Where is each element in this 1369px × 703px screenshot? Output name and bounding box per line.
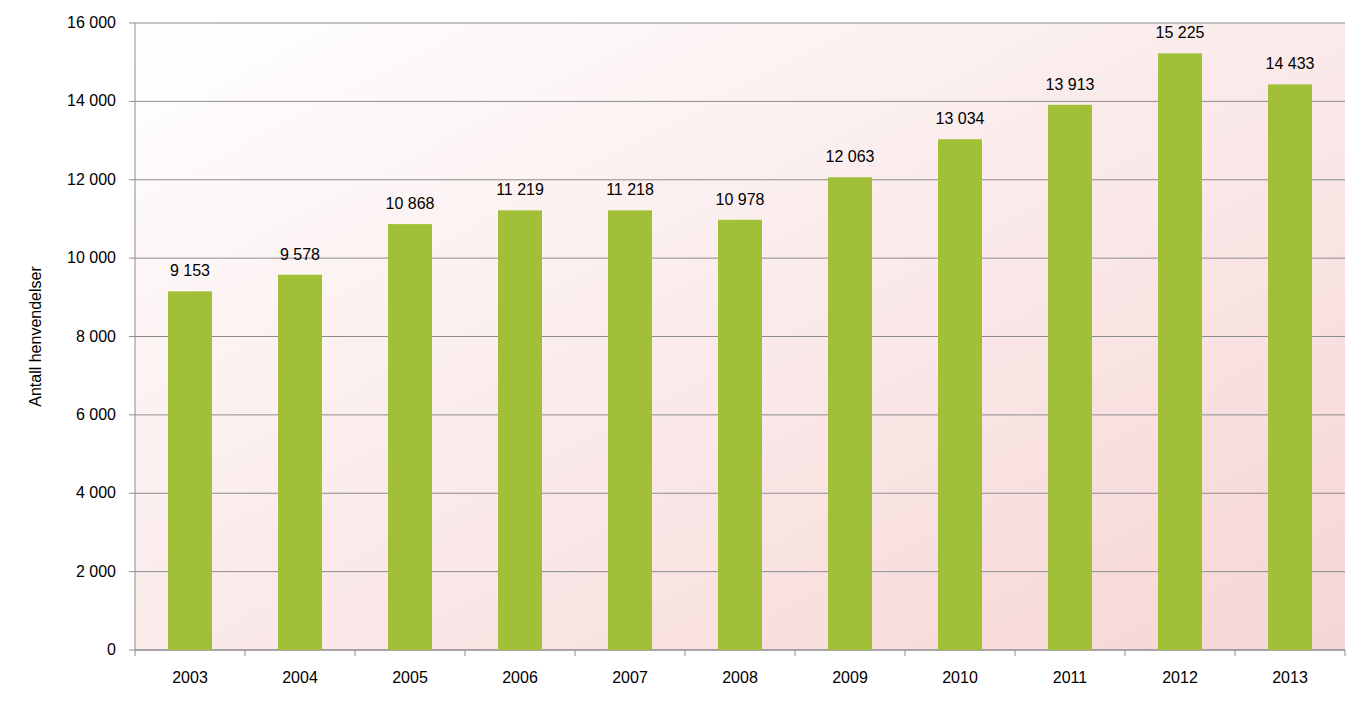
y-tick bbox=[129, 414, 135, 415]
y-tick-label: 16 000 bbox=[67, 14, 116, 31]
data-label: 15 225 bbox=[1156, 24, 1205, 41]
y-tick-label: 14 000 bbox=[67, 92, 116, 109]
bar bbox=[1268, 84, 1312, 650]
data-label: 9 153 bbox=[170, 262, 210, 279]
y-tick-label: 0 bbox=[107, 641, 116, 658]
data-label: 10 868 bbox=[386, 195, 435, 212]
bar bbox=[828, 177, 872, 650]
x-tick bbox=[575, 650, 576, 656]
x-tick-label: 2005 bbox=[392, 669, 428, 686]
y-axis bbox=[135, 23, 136, 650]
x-tick bbox=[465, 650, 466, 656]
x-tick bbox=[905, 650, 906, 656]
x-tick-label: 2003 bbox=[172, 669, 208, 686]
bar bbox=[388, 224, 432, 650]
y-tick-label: 4 000 bbox=[76, 484, 116, 501]
data-label: 14 433 bbox=[1266, 55, 1315, 72]
x-tick bbox=[1345, 650, 1346, 656]
y-tick bbox=[129, 101, 135, 102]
y-tick bbox=[129, 23, 135, 24]
data-label: 11 219 bbox=[496, 181, 544, 198]
x-tick bbox=[795, 650, 796, 656]
y-tick-label: 10 000 bbox=[67, 249, 116, 266]
bar bbox=[1158, 53, 1202, 650]
y-tick bbox=[129, 336, 135, 337]
chart-container: 0 2 000 4 000 6 000 8 000 10 000 12 000 14 000 1… bbox=[0, 0, 1369, 703]
y-tick bbox=[129, 650, 135, 651]
bar bbox=[938, 139, 982, 650]
x-tick bbox=[685, 650, 686, 656]
x-tick bbox=[135, 650, 136, 656]
y-tick bbox=[129, 493, 135, 494]
x-tick-label: 2013 bbox=[1272, 669, 1308, 686]
data-label: 13 913 bbox=[1046, 76, 1095, 93]
x-tick-label: 2011 bbox=[1053, 669, 1088, 686]
grid-line bbox=[135, 23, 1345, 24]
bar bbox=[498, 210, 542, 650]
y-tick bbox=[129, 571, 135, 572]
x-tick-label: 2006 bbox=[502, 669, 538, 686]
x-tick bbox=[355, 650, 356, 656]
y-tick bbox=[129, 179, 135, 180]
data-label: 12 063 bbox=[826, 148, 875, 165]
y-tick-label: 8 000 bbox=[76, 328, 116, 345]
y-tick-label: 6 000 bbox=[76, 406, 116, 423]
y-tick-label: 2 000 bbox=[76, 563, 116, 580]
x-tick bbox=[1125, 650, 1126, 656]
plot-background bbox=[135, 23, 1345, 650]
data-label: 9 578 bbox=[280, 246, 320, 263]
y-tick bbox=[129, 258, 135, 259]
x-tick-label: 2012 bbox=[1162, 669, 1198, 686]
x-tick-label: 2009 bbox=[832, 669, 868, 686]
bars bbox=[168, 53, 1312, 650]
bar bbox=[1048, 105, 1092, 650]
data-label: 13 034 bbox=[936, 110, 985, 127]
data-label: 11 218 bbox=[606, 181, 654, 198]
bar bbox=[278, 275, 322, 650]
x-tick-label: 2007 bbox=[612, 669, 648, 686]
x-tick-label: 2004 bbox=[282, 669, 318, 686]
y-tick-label: 12 000 bbox=[67, 171, 116, 188]
x-tick-label: 2010 bbox=[942, 669, 978, 686]
chart-svg: 0 2 000 4 000 6 000 8 000 10 000 12 000 14 000 1… bbox=[0, 0, 1369, 703]
bar bbox=[608, 210, 652, 650]
y-axis-title: Antall henvendelser bbox=[27, 266, 44, 407]
x-tick bbox=[245, 650, 246, 656]
x-tick-label: 2008 bbox=[722, 669, 758, 686]
x-tick bbox=[1015, 650, 1016, 656]
bar bbox=[718, 220, 762, 650]
data-label: 10 978 bbox=[716, 191, 765, 208]
bar bbox=[168, 291, 212, 650]
x-tick bbox=[1235, 650, 1236, 656]
